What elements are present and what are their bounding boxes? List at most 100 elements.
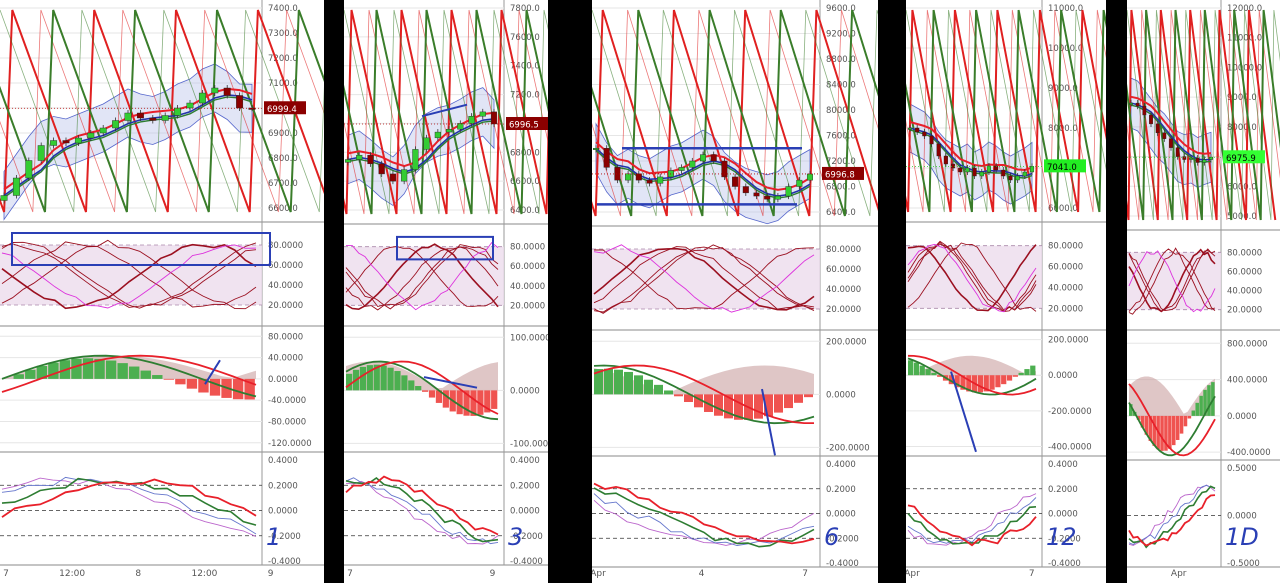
price-tick-label: 7400.0 [268,4,298,14]
macd-histogram-bar [1148,415,1153,441]
stoch-tick-label: 60.0000 [1227,267,1262,277]
macd-histogram-bar [140,370,151,379]
stoch-line [1128,248,1216,311]
macd-histogram-bar [152,375,163,379]
stoch-tick-label: 20.0000 [1048,304,1083,314]
green-channel-line-thin [0,9,324,213]
osc-red-line [593,482,815,545]
candle-body [434,131,441,139]
candle-body [37,145,45,161]
candle-body [806,173,814,181]
macd-histogram-bar [983,375,989,392]
candle-body [174,107,182,116]
price-tick-label: 8000.0 [1227,123,1257,133]
macd-histogram-bar [1160,415,1164,451]
stoch-line [593,247,815,311]
blue-moving-average [3,94,253,197]
candle-body [457,123,464,130]
osc-tick-label: 0.0000 [268,507,298,517]
macd-histogram-bar [724,394,733,419]
macd-tick-label: 0.0000 [268,375,298,385]
price-tick-label: 10000.0 [1048,44,1083,54]
chart-panel-svg: 7400.07300.07200.07100.07000.06900.06800… [0,0,324,579]
osc-fast-line [345,480,499,545]
candle-body [1015,175,1020,181]
candle-body [732,176,739,187]
osc-tick-label: -0.4000 [1048,559,1081,569]
macd-signal-line [593,364,814,424]
price-tag [1223,150,1265,164]
macd-tick-label: 0.0000 [826,390,856,400]
stoch-line [345,246,499,307]
macd-histogram-bar [694,394,703,408]
price-tick-label: 8800.0 [826,55,856,65]
price-tick-label: 6800.0 [510,148,540,158]
candle-body [344,159,352,163]
x-axis-label: 4 [699,569,705,579]
green-channel-line [592,9,878,217]
timeframe-note: 12 [1046,523,1077,551]
stoch-tick-label: 60.0000 [826,265,861,275]
candle-body [1149,114,1153,125]
stoch-line [1128,248,1216,312]
candle-body [657,176,664,184]
macd-tick-label: 100.0000 [510,333,548,343]
macd-histogram-bar [380,365,387,391]
macd-histogram-bar [387,367,394,391]
macd-histogram-bar [1168,415,1172,449]
price-tick-label: 12000.0 [1227,4,1262,14]
x-axis-label: 7 [347,569,353,579]
macd-histogram-bar [754,394,763,419]
macd-histogram-bar [794,394,803,403]
stoch-line [1128,250,1216,313]
stoch-line [907,244,1037,312]
candle-body [603,148,610,168]
candle-body [236,95,244,109]
macd-tick-label: -400.0000 [1227,448,1271,458]
price-tick-label: 9000.0 [1227,93,1257,103]
stoch-line [907,243,1037,313]
stoch-tick-label: 80.0000 [1048,242,1083,252]
macd-histogram-bar [25,369,36,379]
macd-line [1128,395,1216,457]
candle-body [149,117,157,121]
osc-tick-label: 0.0000 [1227,512,1257,522]
price-tag-label: 6999.4 [267,105,297,115]
macd-histogram-bar [244,378,255,400]
candle-body [367,154,374,165]
stoch-tick-label: 20.0000 [510,301,545,311]
macd-histogram-bar [960,375,966,390]
macd-histogram-bar [117,363,128,379]
macd-histogram-bar [463,390,470,416]
macd-histogram-bar [1175,415,1180,440]
macd-histogram-bar [13,374,24,379]
macd-histogram-bar [442,390,449,408]
candle-body [161,115,169,121]
macd-histogram-bar [804,394,813,398]
stoch-line [907,241,1037,312]
candle-body [721,160,728,178]
chart-panel-5: 12000.011000.010000.09000.08000.07000.06… [1127,0,1280,583]
trend-annotation [204,359,221,385]
macd-histogram-bar [1187,415,1192,419]
osc-tick-label: 0.4000 [1048,460,1078,470]
macd-histogram-bar [232,378,244,400]
macd-histogram-bar [614,369,623,395]
macd-signal-line [345,360,499,415]
chart-panel-1: 7400.07300.07200.07100.07000.06900.06800… [0,0,324,583]
candle-body [62,140,70,144]
macd-histogram-bar [477,390,484,415]
macd-histogram-bar [346,373,353,391]
osc-tick-label: 0.0000 [826,510,856,520]
chart-panel-3: 9600.0 9200.0 8800.0 8400.0 8000.0 7600.0 7200… [592,0,878,583]
candle-body [1001,169,1006,177]
macd-histogram-bar [931,372,937,376]
candle-body [635,173,642,181]
osc-fast-line [593,499,815,546]
macd-histogram-bar [919,365,925,376]
macd-histogram-bar [359,366,367,391]
candle-body [785,186,792,197]
trend-annotation [761,388,776,456]
macd-histogram-bar [71,358,82,379]
macd-histogram-bar [1136,415,1141,420]
